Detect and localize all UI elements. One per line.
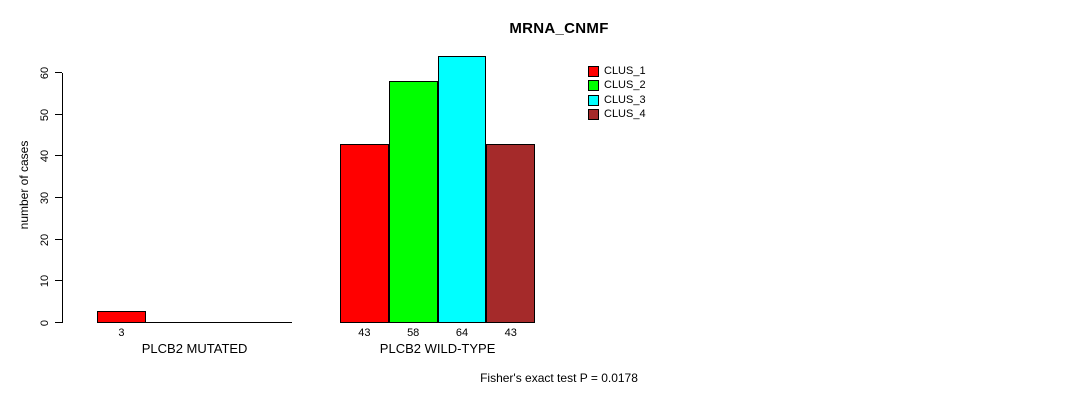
bar-clus_2 bbox=[388, 81, 438, 323]
group-label: PLCB2 MUTATED bbox=[141, 341, 248, 356]
legend-label: CLUS_4 bbox=[604, 107, 646, 120]
group-label: PLCB2 WILD-TYPE bbox=[379, 341, 496, 356]
legend-label: CLUS_1 bbox=[604, 65, 646, 77]
y-axis-label: number of cases bbox=[17, 140, 31, 230]
legend-label: CLUS_3 bbox=[604, 93, 646, 106]
bar-clus_3 bbox=[437, 56, 487, 323]
bar-clus_1 bbox=[340, 143, 389, 323]
bar-value-label: 64 bbox=[455, 327, 469, 339]
y-tick-mark bbox=[55, 114, 62, 115]
y-tick-label: 20 bbox=[39, 233, 51, 246]
zero-height-bar-clus_4 bbox=[243, 322, 293, 323]
legend-color-swatch bbox=[588, 94, 599, 106]
y-tick-label: 60 bbox=[39, 66, 51, 80]
bar-value-label: 43 bbox=[358, 327, 371, 339]
y-tick-label: 30 bbox=[39, 191, 51, 205]
y-tick-label: 0 bbox=[39, 319, 51, 327]
bar-value-label: 3 bbox=[118, 327, 125, 339]
fisher-test-annotation: Fisher's exact test P = 0.0178 bbox=[480, 371, 638, 385]
y-tick-mark bbox=[55, 280, 62, 281]
bar-value-label: 43 bbox=[504, 327, 517, 339]
y-tick-mark bbox=[55, 322, 62, 323]
zero-height-bar-clus_2 bbox=[145, 322, 195, 323]
y-tick-label: 40 bbox=[39, 150, 51, 163]
bar-clus_1 bbox=[97, 310, 146, 323]
legend-color-swatch bbox=[588, 108, 599, 120]
y-tick-mark bbox=[55, 197, 62, 198]
zero-height-bar-clus_3 bbox=[194, 322, 244, 323]
legend-item-clus_4: CLUS_4 bbox=[588, 107, 646, 121]
y-tick-label: 50 bbox=[39, 108, 51, 121]
y-tick-label: 10 bbox=[39, 275, 51, 288]
chart-title: MRNA_CNMF bbox=[509, 20, 609, 37]
y-axis-line bbox=[62, 73, 63, 323]
legend-item-clus_1: CLUS_1 bbox=[588, 65, 646, 79]
bar-clus_4 bbox=[486, 143, 536, 323]
legend-color-swatch bbox=[588, 80, 599, 92]
legend-label: CLUS_2 bbox=[604, 79, 646, 92]
legend-color-swatch bbox=[588, 66, 599, 77]
y-tick-mark bbox=[55, 155, 62, 156]
legend-item-clus_2: CLUS_2 bbox=[588, 79, 646, 93]
y-tick-mark bbox=[55, 239, 62, 240]
legend-item-clus_3: CLUS_3 bbox=[588, 93, 646, 107]
bar-value-label: 58 bbox=[407, 327, 420, 339]
y-tick-mark bbox=[55, 72, 62, 73]
